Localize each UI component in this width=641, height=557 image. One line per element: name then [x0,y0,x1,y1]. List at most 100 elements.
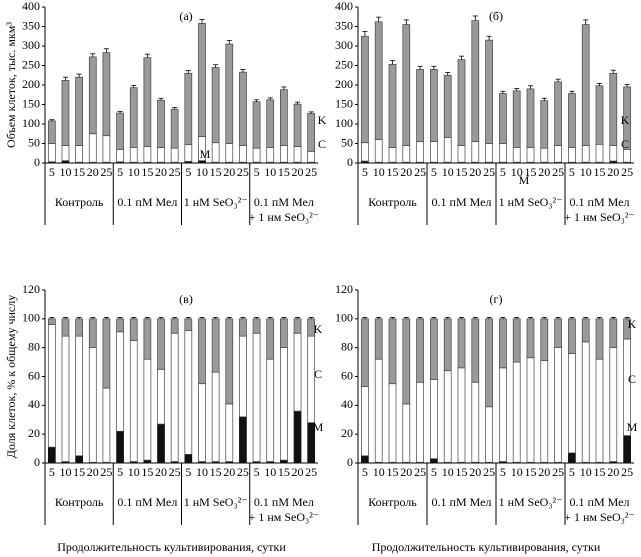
bar-segment [595,358,604,463]
y-tick-label: 20 [28,426,40,440]
bar-segment [225,318,234,405]
x-axis-title: Продолжительность культивирования, сутки [372,540,601,554]
x-tick-label: 10 [264,165,276,179]
bar-segment [471,381,480,463]
x-tick-label: 5 [362,465,368,479]
bar-segment [581,145,590,163]
y-tick-label: 400 [22,0,40,13]
x-tick-label: 5 [431,165,437,179]
bar-segment [225,143,234,163]
bar-segment [129,318,138,341]
legend-label: C [318,137,326,151]
bar-segment [102,318,111,389]
bar-segment [225,403,234,462]
x-tick-label: 5 [569,465,575,479]
y-tick-label: 150 [335,96,353,110]
bar-segment [61,145,70,162]
bar-segment [280,89,288,146]
group-label: 1 нМ SeO₃²⁻ [184,495,248,509]
bar-segment [116,430,124,464]
bar-segment [47,120,56,144]
bar-segment [61,335,70,462]
bar-segment [554,347,562,463]
x-tick-label: 15 [278,165,290,179]
bar-segment [75,335,83,457]
y-tick-label: 150 [22,96,40,110]
bar-segment [280,459,288,464]
bar-segment [198,160,206,164]
bar-segment [266,99,275,148]
bar-segment [595,85,604,145]
x-tick-label: 10 [442,165,454,179]
x-tick-label: 5 [185,165,191,179]
legend-label: M [313,420,324,434]
bar-segment [61,318,70,337]
bar-segment [430,458,438,464]
x-tick-label: 15 [594,465,606,479]
bar-segment [143,318,152,360]
bar-segment [88,133,97,163]
y-tick-label: 100 [22,116,40,130]
bar-segment [388,63,397,148]
bar-segment [416,69,424,142]
y-tick-label: 300 [22,38,40,52]
bar-segment [266,358,275,462]
bar-segment [568,353,576,454]
x-tick-label: 10 [580,465,592,479]
bar-segment [239,145,247,163]
x-tick-label: 15 [73,465,85,479]
bar-segment [280,347,288,461]
y-tick-label: 60 [341,368,353,382]
group-label: Контроль [368,495,417,509]
bar-segment [457,318,466,369]
bar-segment [266,147,275,163]
bar-segment [457,367,466,463]
bar-segment [102,52,111,137]
bar-segment [568,452,576,464]
bar-segment [361,35,369,144]
y-tick-label: 50 [341,135,353,149]
bar-segment [568,147,576,163]
bar-segment [361,142,369,162]
bar-segment [581,341,590,463]
bar-segment [471,318,480,383]
x-tick-label: 20 [223,465,235,479]
bar-segment [374,21,383,140]
bar-segment [554,145,562,163]
bar-segment [170,147,179,163]
bar-segment [75,76,83,146]
y-axis-title: Доля клеток, % к общему числу [4,295,18,458]
bar-segment [293,146,302,163]
bar-segment [157,318,165,370]
y-tick-label: 0 [34,455,40,469]
y-tick-label: 80 [28,339,40,353]
bar-segment [485,318,493,408]
bar-segment [184,318,193,331]
bar-segment [61,160,70,164]
bar-segment [116,112,124,150]
group-label: 1 нМ SeO₃²⁻ [184,195,248,209]
y-tick-label: 120 [335,282,353,296]
y-axis-title: Объем клеток, тыс. мкм³ [4,22,18,148]
bar-segment [471,141,480,163]
panel-label: (в) [179,292,193,306]
y-tick-label: 200 [335,77,353,91]
bar-segment [361,455,369,464]
bar-segment [75,318,83,337]
bar-segment [609,347,618,462]
bar-segment [252,101,261,149]
bar-segment [540,318,549,361]
x-tick-label: 25 [483,165,495,179]
bar-segment [485,143,493,163]
bar-segment [225,43,234,144]
bar-segment [170,108,179,149]
legend-label: M [519,173,530,187]
bar-segment [129,147,138,163]
bar-segment [374,318,383,360]
bar-segment [143,146,152,163]
y-tick-label: 250 [22,57,40,71]
bar-segment [252,147,261,163]
x-tick-label: 20 [607,465,619,479]
bar-segment [293,332,302,412]
x-tick-label: 15 [141,465,153,479]
